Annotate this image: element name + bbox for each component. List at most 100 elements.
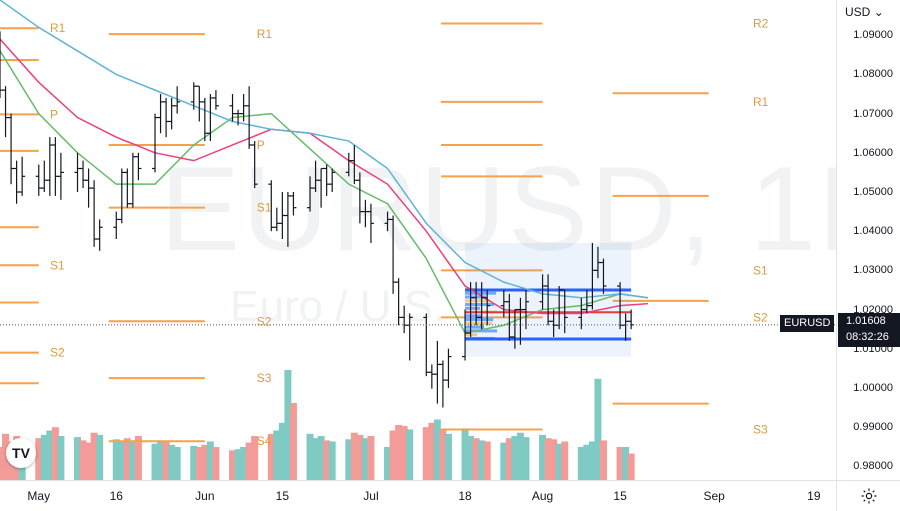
volume-bar <box>483 441 491 480</box>
volume-bar <box>328 441 336 480</box>
volume-bar <box>500 442 508 480</box>
chart-plot-area[interactable]: EURUSD, 1D Euro / U.S. R1 P S1 S2 R1 P S1 S2 S3 S… <box>0 0 836 480</box>
volume-bar <box>577 447 585 480</box>
volume-profile-row <box>465 306 481 310</box>
volume-bar <box>539 434 547 480</box>
volume-bar <box>85 442 93 480</box>
volume-bar <box>74 437 82 480</box>
volume-profile-row <box>465 303 495 307</box>
volume-bar <box>395 425 403 480</box>
volume-bar <box>356 434 364 480</box>
volume-bar <box>190 445 198 480</box>
volume-bar <box>422 427 430 480</box>
price-tick-label: 1.05000 <box>853 186 893 198</box>
volume-bar <box>35 438 43 480</box>
volume-bar <box>157 440 165 480</box>
volume-bar <box>561 441 569 480</box>
volume-bar <box>129 440 137 480</box>
volume-bar <box>439 430 447 480</box>
moving-average-line <box>0 38 649 315</box>
time-tick-label: Sep <box>703 489 725 503</box>
volume-bar <box>306 433 314 480</box>
time-tick-label: 19 <box>807 489 821 503</box>
volume-bar <box>273 430 281 480</box>
volume-bar <box>516 432 524 480</box>
volume-bar <box>522 437 530 480</box>
volume-bar <box>112 439 120 480</box>
pivot-label: P <box>257 138 265 152</box>
volume-bar <box>511 436 519 480</box>
price-tick-label: 0.98000 <box>853 460 893 473</box>
time-tick-label: 15 <box>275 489 290 503</box>
volume-profile-row <box>465 329 498 333</box>
volume-bar <box>444 433 452 480</box>
tradingview-logo[interactable]: TV <box>6 438 36 468</box>
volume-bar <box>461 428 469 480</box>
volume-bar <box>312 438 320 480</box>
time-tick-label: Jul <box>363 489 379 503</box>
pivot-label: S1 <box>257 201 272 215</box>
volume-bar <box>201 444 209 480</box>
volume-bar <box>478 440 486 480</box>
price-axis[interactable]: 1.09000 1.08000 1.07000 1.06000 1.05000 1.040… <box>836 0 900 480</box>
chevron-down-icon: ⌄ <box>873 5 884 19</box>
time-tick-label: Aug <box>531 489 554 503</box>
volume-bar <box>51 427 59 480</box>
time-tick-label: 15 <box>613 489 627 503</box>
volume-bar <box>118 441 126 480</box>
settings-button[interactable] <box>836 480 900 511</box>
volume-bar <box>134 436 142 480</box>
pivot-label: S3 <box>753 422 768 436</box>
volume-bar <box>168 444 176 480</box>
symbol-watermark: EURUSD, 1D <box>160 142 836 276</box>
pivot-label: P <box>50 107 58 121</box>
volume-bar <box>389 430 397 480</box>
pivot-label: R2 <box>753 17 769 31</box>
volume-bar <box>173 447 181 480</box>
volume-bar <box>317 436 325 480</box>
moving-average-line <box>0 0 649 299</box>
volume-bar <box>350 432 358 480</box>
volume-bar <box>594 378 602 480</box>
time-axis[interactable]: May 16 Jun 15 Jul 18 Aug 15 Sep 19 <box>0 480 836 511</box>
volume-bar <box>588 441 596 480</box>
currency-selector[interactable]: USD ⌄ <box>845 5 884 19</box>
pivot-label: S2 <box>257 314 272 328</box>
volume-bar <box>384 447 392 480</box>
volume-bar <box>467 436 475 480</box>
volume-profile-row <box>465 314 483 318</box>
pivot-label: R1 <box>257 27 273 41</box>
bar-countdown: 08:32:26 <box>846 331 889 343</box>
volume-bar <box>278 422 286 480</box>
price-tick-label: 1.02000 <box>853 303 893 316</box>
pivot-label: S3 <box>257 371 272 385</box>
pivot-label: S1 <box>753 263 768 277</box>
time-tick-label: Jun <box>195 489 215 503</box>
volume-bar <box>433 419 441 480</box>
volume-bar <box>550 439 558 480</box>
volume-bar <box>284 370 292 480</box>
time-tick-label: May <box>27 489 51 503</box>
volume-bar <box>627 453 635 480</box>
volume-bar <box>162 441 170 480</box>
volume-bar <box>622 447 630 480</box>
volume-bar <box>212 447 220 480</box>
volume-bar <box>505 438 513 480</box>
volume-bar <box>616 447 624 480</box>
volume-bar <box>267 433 275 480</box>
volume-bar <box>57 436 65 480</box>
volume-bar <box>234 449 242 480</box>
symbol-price-tag: EURUSD <box>780 315 835 332</box>
last-price-value: 1.01608 <box>846 315 886 327</box>
volume-bar <box>367 436 375 480</box>
pivot-label: S2 <box>50 346 65 360</box>
volume-bar <box>544 438 552 480</box>
volume-profile-row <box>465 299 491 303</box>
price-tick-label: 1.07000 <box>853 107 893 120</box>
volume-bar <box>96 434 104 480</box>
price-tick-label: 0.99000 <box>853 421 893 434</box>
volume-bar <box>206 441 214 480</box>
volume-bar <box>46 430 54 480</box>
volume-bar <box>123 438 131 480</box>
price-tick-label: 1.08000 <box>853 68 893 81</box>
